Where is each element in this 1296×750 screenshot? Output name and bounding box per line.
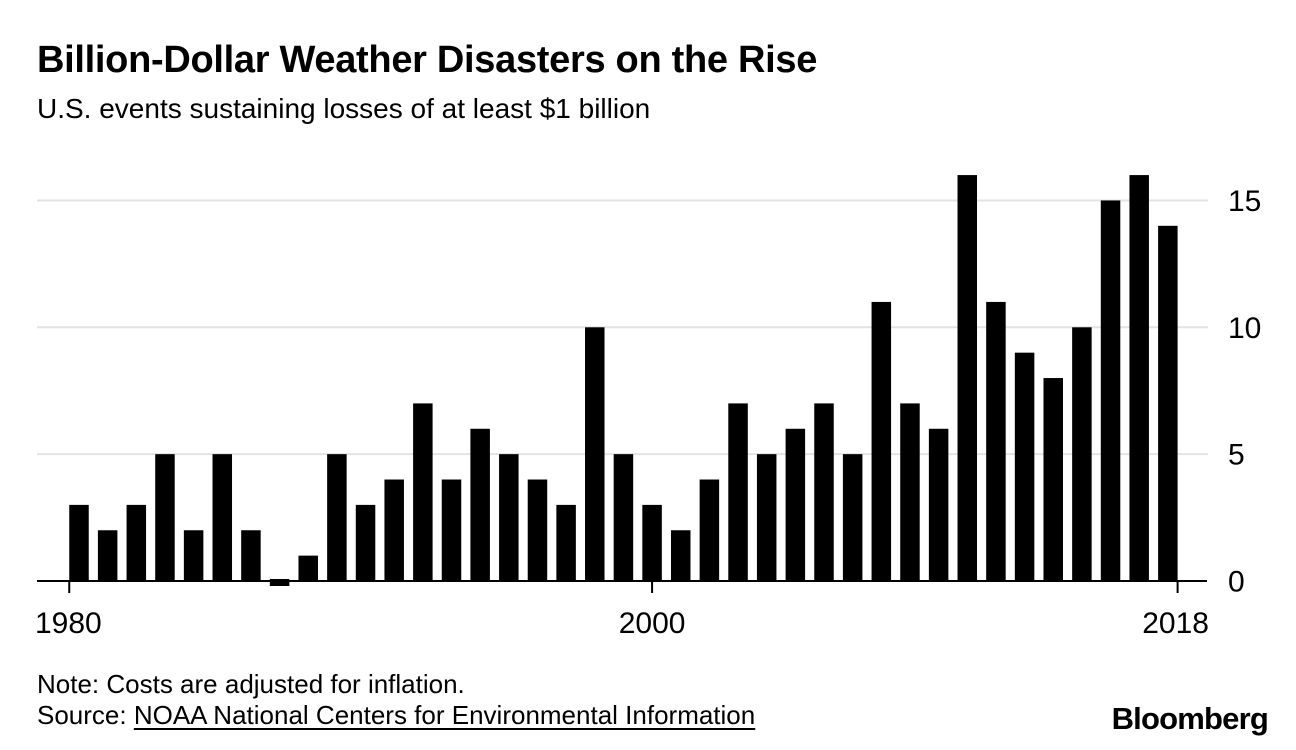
chart-subtitle: U.S. events sustaining losses of at leas… [37, 93, 651, 124]
bar-2013 [1014, 352, 1035, 581]
bar-2012 [986, 301, 1006, 581]
bar-1996 [527, 479, 548, 581]
bar-1999 [613, 454, 634, 581]
bar-1983 [155, 454, 175, 581]
bar-2007 [842, 454, 863, 581]
bar-1985 [212, 454, 233, 581]
bar-1992 [413, 403, 433, 581]
bar-1982 [126, 504, 147, 581]
bloomberg-logo: Bloomberg [1111, 701, 1269, 736]
bar-2011 [957, 175, 978, 581]
bar-1980 [69, 504, 89, 581]
bar-2002 [699, 479, 720, 581]
bar-2003 [728, 403, 748, 581]
bar-2015 [1072, 327, 1092, 581]
bar-2005 [785, 428, 806, 581]
bar-1991 [384, 479, 404, 581]
x-axis-label-2000: 2000 [619, 607, 686, 640]
bar-1984 [183, 530, 204, 581]
y-axis-label-5: 5 [1228, 439, 1245, 472]
chart-note: Note: Costs are adjusted for inflation. [37, 669, 465, 699]
bar-1987 [269, 579, 290, 586]
page-title: Billion-Dollar Weather Disasters on the … [37, 39, 818, 81]
y-axis-label-15: 15 [1228, 185, 1261, 218]
bar-2006 [814, 403, 834, 581]
bar-1993 [441, 479, 462, 581]
source-link[interactable]: NOAA National Centers for Environmental … [133, 700, 756, 730]
bar-2016 [1100, 200, 1121, 581]
bar-2001 [670, 530, 691, 581]
bar-1990 [355, 504, 376, 581]
bar-2009 [900, 403, 920, 581]
x-axis-label-2018: 2018 [1142, 607, 1209, 640]
bar-2000 [642, 504, 662, 581]
bar-2014 [1043, 378, 1063, 581]
source-label: Source: [37, 700, 134, 730]
bar-2017 [1129, 175, 1149, 581]
x-axis-label-1980: 1980 [35, 607, 102, 640]
bar-2004 [756, 454, 777, 581]
bar-1994 [470, 428, 490, 581]
bar-1998 [585, 327, 605, 581]
bar-1995 [499, 454, 519, 581]
chart-source: Source: NOAA National Centers for Enviro… [37, 700, 755, 731]
bar-2010 [928, 428, 949, 581]
bar-1986 [241, 530, 261, 581]
bar-2008 [871, 301, 892, 581]
y-axis-label-0: 0 [1228, 566, 1245, 599]
bar-1981 [97, 530, 118, 581]
y-axis-label-10: 10 [1228, 312, 1261, 345]
bar-1997 [556, 504, 576, 581]
bar-2018 [1158, 225, 1178, 581]
bar-1989 [327, 454, 347, 581]
bar-1988 [298, 555, 318, 581]
